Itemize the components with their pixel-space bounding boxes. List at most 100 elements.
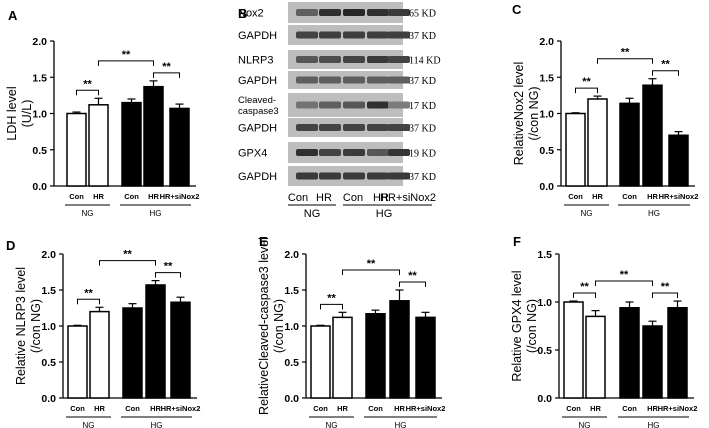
y-tick-label: 1.0 [32,109,47,121]
significance-bracket [652,292,678,299]
significance-bracket [99,260,156,266]
blot-row: Cleaved-caspase3 17 KD [238,93,436,117]
group-label: NG [304,208,321,220]
blot-band [367,9,389,16]
y-tick-label: 0.0 [539,181,554,193]
size-label: 37 KD [409,124,436,135]
blot-band [319,124,341,131]
size-label: 37 KD [409,172,436,183]
significance-bracket [342,269,400,275]
significance-label: ** [327,292,336,304]
significance-bracket [652,70,679,76]
group-label: HG [648,421,660,428]
bar [145,284,166,399]
bar [642,84,663,187]
panel-letter: D [6,238,15,253]
group-label: HG [395,421,407,428]
chart-panel-c: C 0.0 0.5 1.0 1.5 2.0 RelativeNox2 level(/con … [512,2,698,218]
y-tick-label: 0.0 [537,393,552,405]
blot-band [319,172,341,180]
protein-label: GAPDH [238,30,277,42]
blot-band [296,124,318,131]
significance-label: ** [84,287,93,299]
category-label: HR+siNox2 [658,404,698,413]
category-label: HR [150,404,161,413]
protein-label: GAPDH [238,123,277,135]
significance-label: ** [620,269,629,281]
category-label: HR [337,404,348,413]
blot-band [343,31,365,39]
bar [587,98,608,187]
size-label: 19 KD [409,149,436,160]
blot-band [296,101,318,109]
significance-label: ** [164,261,173,273]
blot-band [343,172,365,180]
protein-label: Nox2 [238,8,264,20]
bar [66,112,87,187]
group-label: NG [581,209,593,218]
y-tick-label: 1.5 [41,285,56,297]
group-label: HG [648,209,660,218]
blot-band [319,31,341,39]
y-axis-label: RelativeNox2 level(/con NG) [512,62,541,166]
category-label: HR [148,192,159,201]
bar [88,104,109,187]
blot-row: GPX4 19 KD [238,142,436,163]
chart-panel-d: D 0.0 0.5 1.0 1.5 2.0 Relative NLRP3 level(/co… [6,238,200,428]
blot-band [296,76,318,84]
panel-letter: F [513,234,521,249]
category-label: Con [313,404,328,413]
bar-charts-layer: A 0.0 0.5 1.0 1.5 2.0 LDH level(U/L) Con HR Con HR… [5,2,698,428]
chart-panel-a: A 0.0 0.5 1.0 1.5 2.0 LDH level(U/L) Con HR Con HR… [5,8,199,218]
panel-letter: A [8,8,18,23]
y-axis-label: LDH level(U/L) [5,86,34,140]
blot-band [343,56,365,63]
y-tick-label: 0.0 [284,393,299,405]
blot-band [388,149,410,156]
blot-band [388,76,410,84]
bar [121,101,142,187]
category-label: HR+siNox2 [659,192,699,201]
significance-label: ** [661,59,670,71]
blot-band [319,149,341,156]
lane-label: HR+siNox2 [380,192,436,204]
y-tick-label: 2.0 [32,36,47,48]
significance-bracket [575,87,598,94]
y-tick-label: 0.5 [32,145,47,157]
chart-panel-f: F 0.0 0.5 1.0 1.5 Relative GPX4 level(/con NG… [510,234,697,428]
bar [169,107,190,187]
significance-label: ** [122,49,131,61]
blot-band [367,56,389,63]
category-label: HR [590,404,601,413]
blot-band [343,124,365,131]
blot-band [388,9,410,16]
blot-band [367,124,389,131]
significance-bracket [153,72,180,78]
size-label: 65 KD [409,9,436,20]
significance-bracket [77,298,100,305]
lane-label: HR [316,192,332,204]
significance-bracket [98,60,154,66]
category-label: Con [622,404,637,413]
y-tick-label: 0.0 [41,393,56,405]
bar [585,315,606,399]
bar [365,313,386,399]
category-label: HR [93,192,104,201]
bar [668,134,689,187]
group-label: NG [579,421,591,428]
category-label: Con [566,404,581,413]
blot-band [367,76,389,84]
blot-band [296,31,318,39]
chart-panel-e: E 0.0 0.5 1.0 1.5 2.0RelativeCleaved-caspase3… [257,234,445,428]
group-label: HG [376,208,393,220]
y-tick-label: 1.0 [284,321,299,333]
significance-label: ** [162,61,171,73]
blot-row: NLRP3 114 KD [238,50,441,69]
group-label: HG [150,209,162,218]
blot-band [367,31,389,39]
significance-bracket [597,58,653,64]
category-label: HR+siNox2 [161,404,201,413]
blot-row: GAPDH 37 KD [238,118,436,137]
